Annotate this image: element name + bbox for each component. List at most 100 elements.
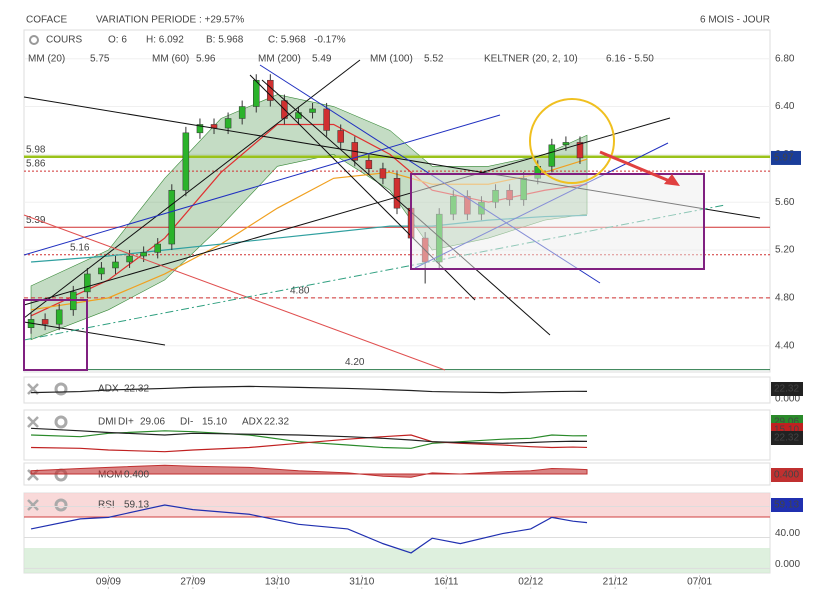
panel-title: MOM bbox=[98, 470, 122, 481]
series-value: 22.32 bbox=[264, 417, 289, 428]
trendline bbox=[23, 214, 446, 371]
y-tick-label: 6.40 bbox=[775, 101, 795, 112]
indicator-value: 5.75 bbox=[90, 54, 110, 65]
x-tick-label: 07/01 bbox=[687, 577, 712, 588]
indicator-line bbox=[31, 427, 588, 444]
y-tick-label: 4.40 bbox=[775, 340, 795, 351]
candle-body bbox=[84, 273, 91, 293]
candle-body bbox=[337, 130, 344, 143]
value-box-label: 29.06 bbox=[774, 417, 799, 428]
candle-body bbox=[576, 142, 584, 159]
x-tick-label: 13/10 bbox=[265, 577, 290, 588]
y-tick-label: 40.00 bbox=[775, 528, 800, 539]
level-label: 4.20 bbox=[345, 357, 365, 368]
value-box bbox=[771, 431, 803, 445]
candle-body bbox=[182, 132, 190, 191]
last-price-label: 5.97 bbox=[774, 153, 794, 164]
quote-change: -0.17% bbox=[314, 35, 346, 46]
candle-body bbox=[55, 309, 63, 325]
value-box bbox=[771, 498, 803, 512]
value-box bbox=[771, 468, 803, 482]
x-tick-label: 16/11 bbox=[434, 577, 459, 588]
rsi-overbought-zone bbox=[24, 493, 770, 517]
series-name: DI+ bbox=[118, 417, 134, 428]
arrow-head bbox=[664, 174, 680, 186]
series-value: 15.10 bbox=[202, 417, 227, 428]
trendline bbox=[23, 59, 361, 319]
candle-body bbox=[41, 319, 49, 325]
candle-body bbox=[126, 255, 133, 263]
value-box-label: 22.32 bbox=[774, 433, 799, 444]
period: 6 MOIS - JOUR bbox=[700, 15, 770, 26]
value-box-label: 15.10 bbox=[774, 425, 799, 436]
trendline bbox=[23, 114, 501, 256]
series-value: 0.400 bbox=[124, 470, 149, 481]
zone-box bbox=[23, 299, 88, 371]
level-label: 5.98 bbox=[26, 144, 46, 155]
icon-gear[interactable] bbox=[54, 498, 68, 512]
indicator-value: 5.49 bbox=[312, 54, 332, 65]
series-value: 29.06 bbox=[140, 417, 165, 428]
icon-close[interactable] bbox=[27, 499, 39, 511]
level-label: 5.39 bbox=[26, 215, 46, 226]
indicator-name: MM (200) bbox=[258, 54, 301, 65]
y-tick-label: 4.80 bbox=[775, 293, 795, 304]
candle-body bbox=[140, 252, 147, 257]
candle-body bbox=[224, 118, 232, 129]
quote-field: C: 5.968 bbox=[268, 35, 306, 46]
indicator-value: 5.52 bbox=[424, 54, 444, 65]
level-label: 4.80 bbox=[290, 286, 310, 297]
icon-close[interactable] bbox=[27, 416, 39, 428]
y-tick-label: 0.000 bbox=[775, 394, 800, 405]
indicator-name: KELTNER (20, 2, 10) bbox=[484, 54, 578, 65]
x-tick-label: 09/09 bbox=[96, 577, 121, 588]
trendline bbox=[23, 117, 671, 306]
candle-body bbox=[309, 108, 316, 113]
candle-body bbox=[365, 160, 373, 169]
trendline bbox=[261, 79, 551, 336]
candle-body bbox=[562, 142, 570, 146]
candle-body bbox=[548, 144, 556, 167]
last-price-box bbox=[771, 150, 801, 165]
x-tick-label: 02/12 bbox=[518, 577, 543, 588]
level-label: 5.16 bbox=[70, 242, 90, 253]
value-box-label: 59.13 bbox=[774, 500, 799, 511]
variation: VARIATION PERIODE : +29.57% bbox=[96, 15, 244, 26]
highlight-circle bbox=[529, 98, 615, 184]
candle-body bbox=[393, 178, 401, 209]
indicator-name: MM (20) bbox=[28, 54, 65, 65]
icon-gear[interactable] bbox=[54, 382, 68, 396]
candle-body bbox=[154, 243, 161, 253]
main-frame bbox=[23, 29, 771, 373]
indicator-value: 6.16 - 5.50 bbox=[606, 54, 654, 65]
candle-body bbox=[112, 261, 119, 269]
candle-body bbox=[98, 267, 105, 275]
indicator-line bbox=[31, 385, 588, 394]
panel-title: RSI bbox=[98, 500, 115, 511]
candle-body bbox=[196, 124, 204, 134]
indicator-name: MM (60) bbox=[152, 54, 189, 65]
drawings bbox=[23, 59, 761, 371]
indicator-area bbox=[30, 464, 588, 478]
icon-gear bbox=[29, 35, 39, 45]
dmi-frame bbox=[23, 409, 771, 461]
value-box bbox=[771, 382, 803, 396]
quote-field: H: 6.092 bbox=[146, 35, 184, 46]
candle-body bbox=[252, 79, 260, 107]
candle-body bbox=[168, 189, 176, 245]
y-tick-label: 6.80 bbox=[775, 53, 795, 64]
level-label: 5.86 bbox=[26, 159, 46, 170]
candle-body bbox=[379, 168, 387, 179]
indicator-line bbox=[31, 430, 588, 449]
indicator-line bbox=[30, 504, 588, 554]
series-name: DI- bbox=[180, 417, 193, 428]
rsi-oversold-zone bbox=[24, 548, 770, 573]
y-tick-label: 5.20 bbox=[775, 245, 795, 256]
indicator-name: MM (100) bbox=[370, 54, 413, 65]
value-box-label: 22.32 bbox=[774, 384, 799, 395]
series-value: 59.13 bbox=[124, 500, 149, 511]
icon-gear[interactable] bbox=[54, 415, 68, 429]
y-tick-label: 5.60 bbox=[775, 197, 795, 208]
quote-field: B: 5.968 bbox=[206, 35, 244, 46]
